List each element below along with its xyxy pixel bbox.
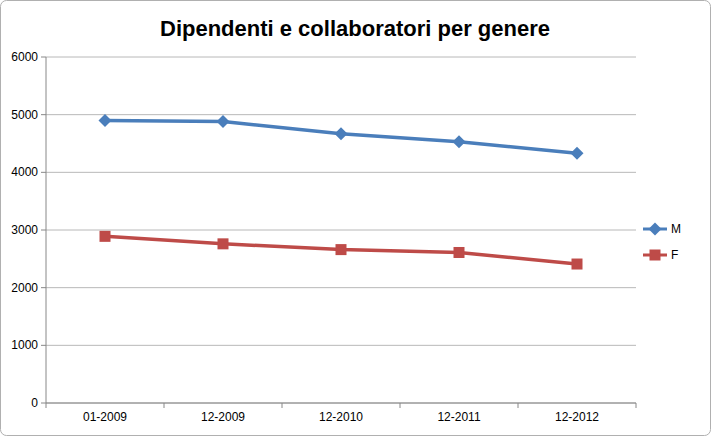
chart-title: Dipendenti e collaboratori per genere — [160, 16, 550, 41]
x-tick-label: 01-2009 — [83, 410, 127, 424]
grid-line — [46, 345, 636, 346]
grid-line — [46, 172, 636, 173]
y-tick — [41, 345, 46, 346]
y-tick-label: 1000 — [11, 338, 38, 352]
grid-line — [46, 403, 636, 404]
data-point — [336, 244, 347, 255]
y-tick — [41, 403, 46, 404]
x-tick — [518, 403, 519, 408]
data-point — [217, 115, 230, 128]
y-tick-label: 5000 — [11, 108, 38, 122]
plot-area — [99, 114, 584, 270]
x-axis — [46, 403, 636, 404]
x-tick — [282, 403, 283, 408]
grid-line — [46, 114, 636, 115]
data-point — [218, 238, 229, 249]
x-tick — [164, 403, 165, 408]
y-tick-label: 3000 — [11, 223, 38, 237]
y-tick-label: 2000 — [11, 281, 38, 295]
y-tick-label: 0 — [31, 396, 38, 410]
series-line — [105, 120, 577, 153]
legend-label: F — [671, 248, 678, 262]
grid-line — [46, 287, 636, 288]
y-tick — [41, 57, 46, 58]
legend-marker — [650, 250, 661, 261]
data-point — [335, 127, 348, 140]
x-tick-label: 12-2009 — [201, 410, 245, 424]
y-tick — [41, 230, 46, 231]
data-point — [572, 259, 583, 270]
y-tick-label: 6000 — [11, 50, 38, 64]
data-point — [571, 147, 584, 160]
x-tick — [400, 403, 401, 408]
grid-line — [46, 230, 636, 231]
data-point — [99, 114, 112, 127]
y-tick — [41, 114, 46, 115]
data-point — [454, 247, 465, 258]
x-tick-label: 12-2012 — [555, 410, 599, 424]
grid-line — [46, 57, 636, 58]
y-tick-label: 4000 — [11, 165, 38, 179]
y-tick — [41, 172, 46, 173]
x-tick-label: 12-2010 — [319, 410, 363, 424]
series-line — [105, 236, 577, 264]
chart-container: Dipendenti e collaboratori per genere 0 10… — [0, 0, 711, 436]
y-tick — [41, 287, 46, 288]
chart-svg: Dipendenti e collaboratori per genere 0 10… — [0, 0, 711, 436]
data-point — [453, 135, 466, 148]
y-axis — [46, 57, 47, 403]
x-tick — [46, 403, 47, 408]
x-tick — [636, 403, 637, 408]
x-tick-label: 12-2011 — [437, 410, 480, 424]
legend-marker — [649, 223, 662, 236]
data-point — [100, 231, 111, 242]
legend-label: M — [671, 222, 681, 236]
chart-frame — [1, 1, 711, 436]
